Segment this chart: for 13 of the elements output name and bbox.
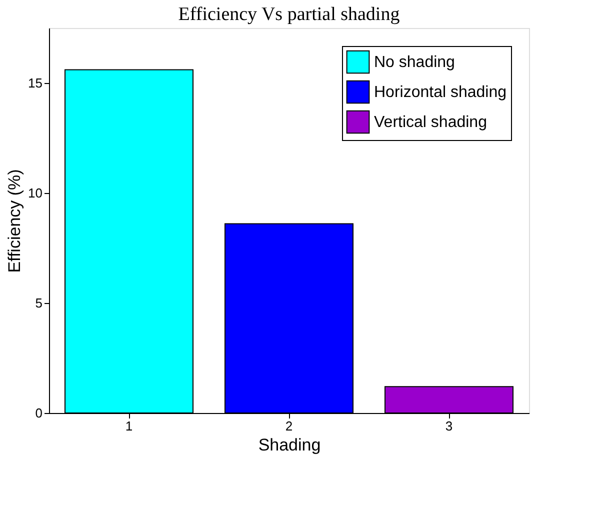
legend-label: No shading xyxy=(374,54,455,71)
y-tick-label: 10 xyxy=(28,186,42,200)
y-tick-label: 15 xyxy=(28,76,42,90)
x-tick-label: 3 xyxy=(445,418,453,434)
x-axis-title: Shading xyxy=(258,436,321,454)
y-axis-title: Efficiency (%) xyxy=(5,169,24,273)
chart-title: Efficiency Vs partial shading xyxy=(178,4,400,25)
x-tick-label: 2 xyxy=(285,418,293,434)
y-tick-label: 0 xyxy=(35,406,42,420)
y-tick-label: 5 xyxy=(35,296,42,310)
legend-label: Vertical shading xyxy=(374,114,487,131)
x-tick-label: 1 xyxy=(125,418,133,434)
legend-label: Horizontal shading xyxy=(374,84,507,101)
